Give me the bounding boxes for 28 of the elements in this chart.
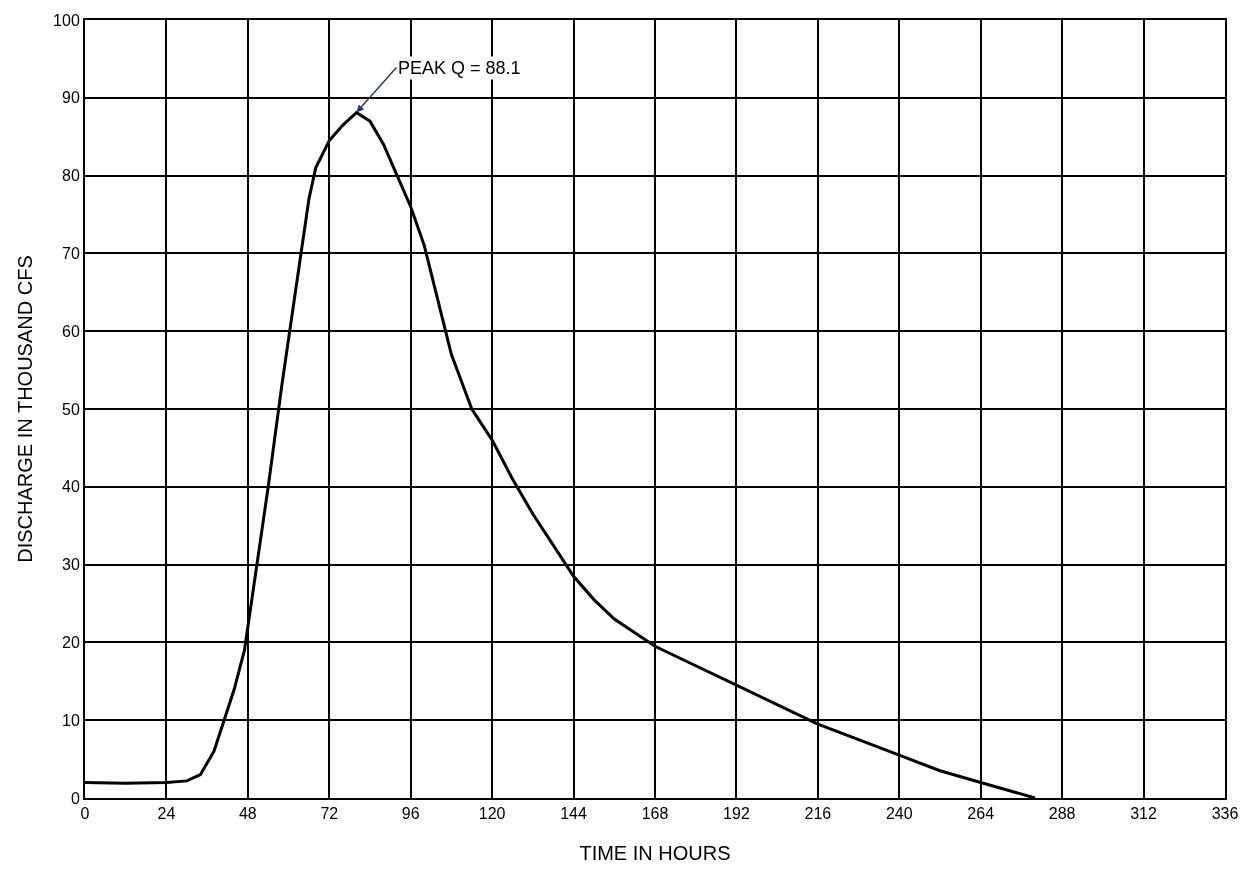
- y-tick-label: 0: [70, 789, 80, 807]
- x-tick-label: 288: [1048, 805, 1076, 823]
- x-tick-label: 264: [967, 805, 995, 823]
- y-tick-label: 100: [53, 11, 80, 29]
- x-tick-label: 192: [723, 805, 750, 823]
- y-tick-label: 30: [62, 556, 80, 574]
- x-tick-label: 312: [1130, 805, 1158, 823]
- x-tick-label: 240: [885, 805, 913, 823]
- x-axis-title: TIME IN HOURS: [579, 842, 731, 865]
- x-tick-label: 144: [560, 805, 588, 823]
- y-axis-title: DISCHARGE IN THOUSAND CFS: [14, 255, 37, 563]
- x-tick-label: 72: [320, 805, 339, 823]
- x-tick-label: 120: [478, 805, 506, 823]
- x-tick-label: 168: [641, 805, 669, 823]
- x-tick-label: 336: [1211, 805, 1239, 823]
- y-tick-label: 20: [62, 634, 80, 651]
- y-tick-label: 10: [62, 711, 80, 729]
- x-tick-label: 216: [804, 805, 832, 823]
- x-tick-label: 24: [157, 805, 176, 823]
- x-tick-label: 96: [401, 805, 420, 823]
- x-tick-label: 48: [238, 805, 257, 823]
- y-tick-label: 70: [62, 245, 80, 262]
- y-tick-label: 90: [62, 89, 80, 107]
- annotation: PEAK Q = 88.1: [398, 58, 521, 78]
- y-tick-label: 50: [62, 400, 80, 418]
- y-tick-label: 40: [62, 478, 80, 496]
- y-tick-label: 80: [62, 167, 80, 185]
- y-tick-label: 60: [62, 322, 80, 340]
